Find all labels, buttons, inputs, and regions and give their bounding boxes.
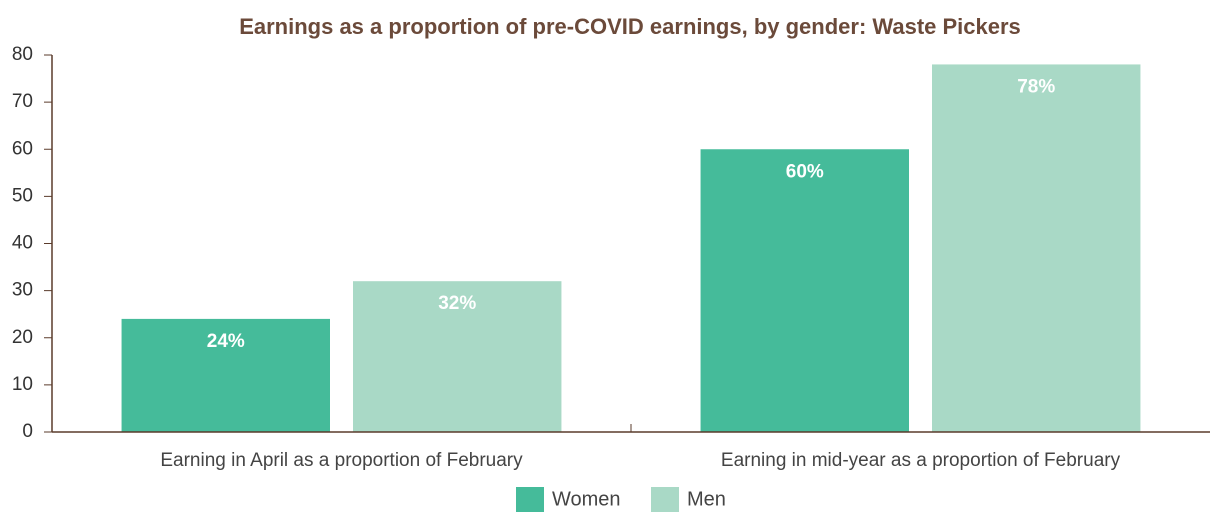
x-tick-label: Earning in mid-year as a proportion of F…	[721, 450, 1121, 471]
x-tick-label: Earning in April as a proportion of Febr…	[160, 450, 523, 471]
legend-label: Women	[552, 488, 621, 510]
y-tick-label: 60	[12, 138, 33, 159]
y-tick-label: 0	[22, 421, 33, 442]
y-tick-label: 10	[12, 374, 33, 395]
y-tick-label: 50	[12, 185, 33, 206]
legend-label: Men	[687, 488, 726, 510]
y-tick-label: 80	[12, 44, 33, 65]
value-label: 32%	[438, 293, 476, 314]
value-label: 24%	[207, 331, 245, 352]
legend-swatch	[651, 487, 679, 512]
value-label: 60%	[786, 161, 824, 182]
bar	[353, 281, 562, 432]
value-label: 78%	[1017, 76, 1055, 97]
y-tick-label: 40	[12, 233, 33, 254]
y-tick-label: 30	[12, 280, 33, 301]
y-tick-label: 70	[12, 91, 33, 112]
y-tick-label: 20	[12, 327, 33, 348]
legend-swatch	[516, 487, 544, 512]
bar	[932, 64, 1141, 433]
bar	[700, 149, 909, 432]
bar	[121, 318, 330, 432]
chart-title: Earnings as a proportion of pre-COVID ea…	[239, 14, 1021, 39]
